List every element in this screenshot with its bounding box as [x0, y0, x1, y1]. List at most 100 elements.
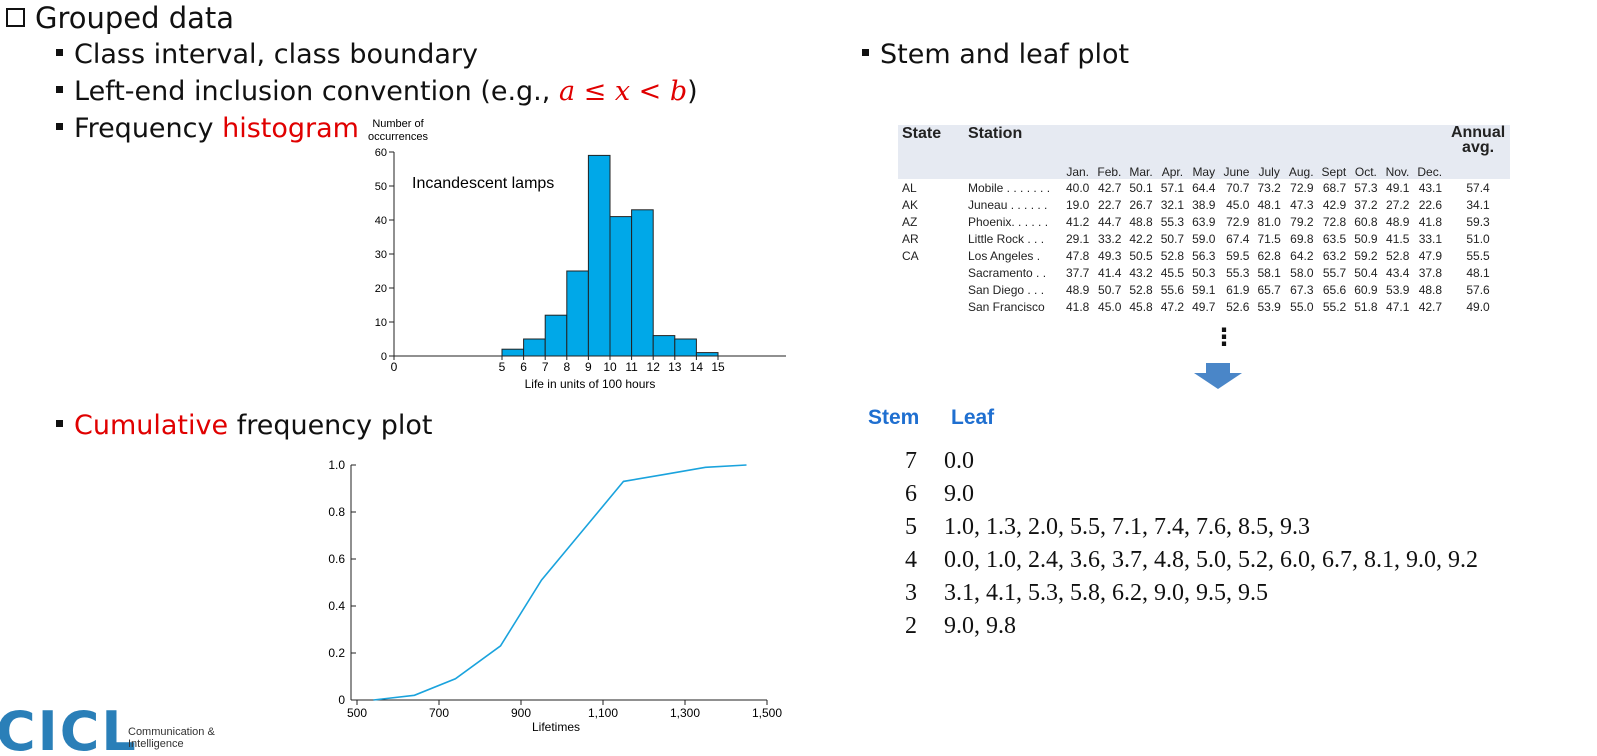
cell-value: 81.0 — [1257, 214, 1281, 229]
hist-bar — [544, 314, 568, 357]
cell-value: 37.7 — [1066, 265, 1090, 280]
leaf-values: 1.0, 1.3, 2.0, 5.5, 7.1, 7.4, 7.6, 8.5, … — [944, 514, 1310, 540]
leaf-values: 3.1, 4.1, 5.3, 5.8, 6.2, 9.0, 9.5, 9.5 — [944, 580, 1268, 606]
cell-value: 42.7 — [1418, 299, 1443, 314]
hist-xtick-label: 9 — [585, 360, 592, 374]
table-row: San Francisco 41.8 45.0 45.8 47.2 49.7 52.6 53.… — [898, 298, 1510, 315]
cell-value: 50.4 — [1354, 265, 1378, 280]
cell-annual-avg: 55.5 — [1466, 248, 1490, 263]
cell-annual-avg: 59.3 — [1466, 214, 1490, 229]
hist-bar — [652, 335, 676, 357]
cell-value: 63.5 — [1322, 231, 1347, 246]
bullet-cumulative: Cumulative frequency plot — [56, 409, 432, 443]
cell-value: 51.8 — [1354, 299, 1378, 314]
cell-value: 37.8 — [1418, 265, 1443, 280]
cell-value: 55.3 — [1160, 214, 1185, 229]
cell-value: 52.8 — [1129, 282, 1153, 297]
bullet-icon — [56, 420, 63, 427]
cell-value: 59.0 — [1192, 231, 1216, 246]
cell-value: 50.7 — [1098, 282, 1122, 297]
month-header: Oct. — [1350, 155, 1382, 179]
hist-bar — [695, 352, 719, 357]
month-header: Jan. — [1062, 155, 1094, 179]
bullet-icon — [56, 86, 63, 93]
hist-ytick-label: 60 — [375, 147, 387, 159]
bullet-text: frequency plot — [228, 410, 433, 441]
month-spacer — [898, 155, 964, 179]
cell-value: 41.5 — [1386, 231, 1410, 246]
hist-ytick-label: 40 — [375, 215, 387, 227]
cell-value: 57.1 — [1160, 180, 1185, 195]
cell-value: 70.7 — [1226, 180, 1250, 195]
hist-ytick-label: 30 — [375, 249, 387, 261]
cell-state: AR — [902, 231, 919, 246]
hist-xtick-label: 7 — [542, 360, 549, 374]
stem-leaf-row: 2 9.0, 9.8 — [905, 610, 1478, 643]
cum-ytick-label: 1.0 — [328, 458, 345, 472]
cell-value: 41.4 — [1098, 265, 1122, 280]
cell-value: 41.2 — [1066, 214, 1090, 229]
month-header: July — [1253, 155, 1285, 179]
cell-value: 60.8 — [1354, 214, 1378, 229]
cell-annual-avg: 57.4 — [1466, 180, 1490, 195]
month-header: Aug. — [1284, 155, 1318, 179]
bullet-text-suffix: ) — [687, 76, 698, 107]
cell-value: 55.0 — [1290, 299, 1314, 314]
cell-value: 37.2 — [1354, 197, 1378, 212]
cell-value: 65.6 — [1322, 282, 1347, 297]
cell-value: 71.5 — [1257, 231, 1281, 246]
hist-xtick-label: 5 — [499, 360, 506, 374]
cell-value: 33.2 — [1098, 231, 1122, 246]
cell-value: 61.9 — [1226, 282, 1250, 297]
stem-header: Stem — [868, 406, 920, 429]
cell-value: 72.9 — [1290, 180, 1314, 195]
cell-value: 45.0 — [1098, 299, 1122, 314]
stem-value: 5 — [905, 514, 917, 540]
stem-leaf-row: 7 0.0 — [905, 445, 1478, 478]
checkbox-square-icon — [6, 8, 25, 27]
cell-state: CA — [902, 248, 919, 263]
cell-value: 47.1 — [1386, 299, 1410, 314]
col-station: Station — [964, 125, 1062, 155]
cell-value: 33.1 — [1418, 231, 1443, 246]
cell-station: Little Rock . . . — [968, 231, 1045, 246]
cell-value: 29.1 — [1066, 231, 1090, 246]
hist-bar — [566, 270, 589, 357]
cell-station: San Francisco — [968, 299, 1045, 314]
hist-xtick-label: 15 — [711, 360, 725, 374]
cell-station: Sacramento . . — [968, 265, 1047, 280]
down-arrow-icon — [1194, 363, 1242, 389]
cell-value: 73.2 — [1257, 180, 1281, 195]
month-header: June — [1219, 155, 1254, 179]
stem-leaf-row: 6 9.0 — [905, 478, 1478, 511]
leaf-values: 0.0, 1.0, 2.4, 3.6, 3.7, 4.8, 5.0, 5.2, … — [944, 547, 1478, 573]
month-header: Apr. — [1156, 155, 1189, 179]
cum-xtick-label: 1,300 — [670, 706, 700, 720]
cell-state: AK — [902, 197, 919, 212]
cell-value: 49.1 — [1386, 180, 1410, 195]
cell-value: 72.9 — [1226, 214, 1250, 229]
cell-value: 55.6 — [1160, 282, 1185, 297]
cell-state: AZ — [902, 214, 918, 229]
cell-value: 44.7 — [1098, 214, 1122, 229]
hist-bar — [587, 154, 611, 357]
cell-value: 63.2 — [1322, 248, 1347, 263]
month-header: Feb. — [1093, 155, 1126, 179]
table-row: Sacramento . . 37.7 41.4 43.2 45.5 50.3 55.3 58… — [898, 264, 1510, 281]
cell-annual-avg: 48.1 — [1466, 265, 1490, 280]
cum-xtick-label: 500 — [347, 706, 367, 720]
hist-bar — [609, 216, 633, 357]
hist-xtick-label: 10 — [603, 360, 617, 374]
cell-value: 32.1 — [1160, 197, 1185, 212]
bullet-stem-leaf: Stem and leaf plot — [862, 38, 1129, 72]
temperature-table-wrap: State Station Annual avg. Jan. Feb. Mar. Apr… — [898, 125, 1511, 315]
table-row: AR Little Rock . . . 29.1 33.2 42.2 50.7 59.0 6… — [898, 230, 1510, 247]
cum-ytick-label: 0.2 — [328, 646, 345, 660]
cell-value: 50.9 — [1354, 231, 1378, 246]
cell-value: 19.0 — [1066, 197, 1090, 212]
hist-ytick-label: 20 — [375, 283, 387, 295]
cell-value: 56.3 — [1192, 248, 1216, 263]
cum-xtick-label: 1,500 — [752, 706, 782, 720]
cell-value: 64.4 — [1192, 180, 1216, 195]
cell-station: Los Angeles . — [968, 248, 1041, 263]
